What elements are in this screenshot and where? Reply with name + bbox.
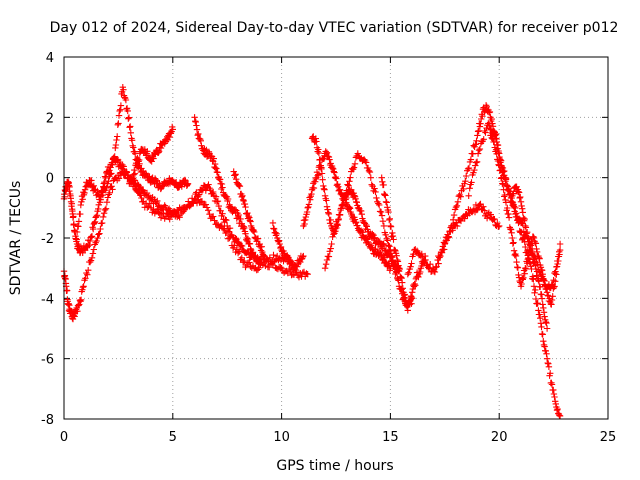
series-track-16 xyxy=(509,183,564,308)
series-track-4 xyxy=(126,123,176,187)
y-tick-label: 0 xyxy=(46,172,54,187)
data-points-track-15 xyxy=(487,132,551,332)
data-points-track-6 xyxy=(230,168,268,260)
y-tick-label: 2 xyxy=(46,111,54,126)
y-tick-label: -6 xyxy=(41,353,54,368)
series-track-7 xyxy=(269,219,307,274)
data-points-track-16 xyxy=(509,183,564,308)
data-points-track-8 xyxy=(300,148,394,274)
y-tick-label: 4 xyxy=(46,51,54,66)
data-series xyxy=(60,84,564,420)
series-track-11 xyxy=(378,174,416,314)
series-track-3 xyxy=(73,84,192,236)
x-tick-label: 10 xyxy=(273,430,290,445)
x-axis-label: GPS time / hours xyxy=(276,458,393,474)
y-tick-labels: -8 -6 -4 -2 0 2 4 xyxy=(41,51,54,428)
y-tick-label: -2 xyxy=(41,232,54,247)
x-tick-label: 25 xyxy=(600,430,617,445)
series-track-15 xyxy=(487,132,551,332)
y-tick-label: -8 xyxy=(41,413,54,428)
series-track-5 xyxy=(191,114,263,268)
data-points-track-7 xyxy=(269,219,307,274)
y-tick-label: -4 xyxy=(41,292,54,307)
series-track-6 xyxy=(230,168,268,260)
series-track-8 xyxy=(300,148,394,274)
x-tick-label: 5 xyxy=(169,430,177,445)
y-axis-label: SDTVAR / TECUs xyxy=(8,181,24,296)
data-points-track-3 xyxy=(73,84,192,236)
x-tick-label: 0 xyxy=(60,430,68,445)
x-tick-labels: 0 5 10 15 20 25 xyxy=(60,430,616,445)
data-points-track-11 xyxy=(378,174,416,314)
x-tick-label: 20 xyxy=(491,430,508,445)
data-points-track-5 xyxy=(191,114,263,268)
plot-frame xyxy=(63,56,609,420)
x-tick-label: 15 xyxy=(382,430,399,445)
data-points-track-4 xyxy=(126,123,176,187)
chart-title: Day 012 of 2024, Sidereal Day-to-day VTE… xyxy=(50,20,619,36)
